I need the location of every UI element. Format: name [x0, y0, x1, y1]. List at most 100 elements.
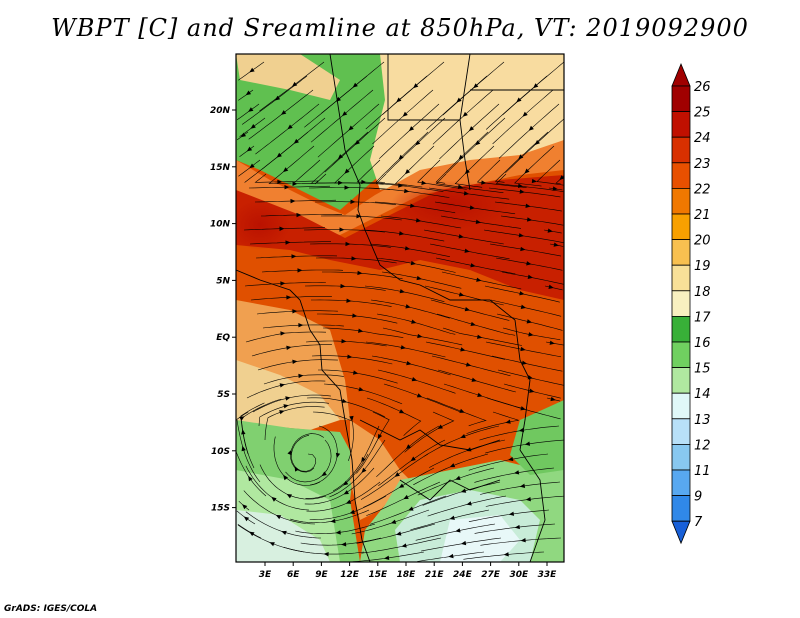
streamline-arrow: [533, 83, 539, 89]
streamline: [356, 411, 390, 474]
streamline-arrow: [286, 494, 293, 499]
streamline-arrow: [481, 180, 487, 185]
streamline-arrow: [248, 107, 254, 112]
wbpt-region-coast-tan: [236, 360, 340, 430]
colorbar-swatch: [671, 315, 691, 343]
streamline-arrow: [241, 429, 246, 435]
streamline-arrow: [410, 260, 416, 266]
streamline-arrow: [457, 184, 464, 189]
streamline-arrow: [398, 154, 404, 160]
streamline-arrow: [526, 261, 532, 266]
streamline: [273, 436, 321, 486]
lon-tick-label: 12E: [340, 570, 360, 580]
streamline: [238, 159, 261, 177]
streamline: [424, 425, 500, 457]
streamline-arrow: [399, 409, 405, 414]
streamline: [466, 411, 519, 434]
streamline-arrow: [460, 433, 466, 439]
colorbar-label: 20: [694, 234, 711, 249]
streamline-arrow: [476, 277, 482, 282]
streamline: [505, 118, 564, 174]
streamline-arrow: [291, 254, 297, 259]
streamline-arrow: [352, 313, 358, 318]
streamline-arrow: [243, 516, 250, 522]
streamline: [238, 89, 254, 101]
streamline-arrow: [354, 140, 360, 145]
streamline: [445, 117, 506, 174]
streamline: [441, 271, 522, 290]
colorbar-label: 16: [694, 336, 711, 351]
streamline-arrow: [416, 393, 423, 398]
streamline-arrow: [361, 467, 367, 473]
streamline-arrow: [276, 152, 282, 158]
streamline-arrow: [347, 354, 353, 359]
streamline-arrow: [245, 90, 252, 96]
streamline-arrow: [513, 470, 520, 475]
streamline-arrow: [399, 289, 405, 294]
streamline-arrow: [292, 181, 298, 187]
streamline-arrow: [394, 472, 400, 477]
streamline-arrow: [279, 383, 285, 388]
streamline-arrow: [413, 83, 419, 89]
streamline: [377, 369, 456, 394]
streamline: [429, 439, 506, 468]
colorbar-label: 7: [694, 515, 703, 530]
streamline-arrow: [269, 542, 275, 547]
streamline-arrow: [239, 416, 245, 421]
streamline-arrow: [297, 268, 303, 273]
streamline-arrow: [508, 511, 515, 516]
colorbar-label: 11: [694, 464, 711, 479]
colorbar-swatch: [671, 341, 691, 369]
streamline: [474, 523, 556, 534]
streamline-arrow: [285, 240, 291, 245]
streamline-arrow: [298, 323, 304, 328]
lon-tick-label: 18E: [397, 570, 417, 580]
streamline: [436, 313, 516, 336]
streamline-arrow: [410, 203, 416, 208]
streamline: [258, 401, 330, 427]
streamline: [485, 439, 564, 454]
streamline-arrow: [323, 552, 329, 557]
streamline: [255, 255, 338, 259]
streamline-arrow: [526, 319, 532, 324]
streamline-arrow: [249, 531, 255, 537]
streamline-arrow: [349, 509, 355, 514]
streamline: [241, 75, 308, 125]
streamline-arrow: [348, 125, 354, 131]
streamline-arrow: [549, 340, 555, 345]
streamline-arrow: [464, 248, 470, 253]
streamline-arrow: [519, 483, 526, 488]
streamline-arrow: [330, 518, 336, 524]
streamline-arrow: [384, 555, 390, 561]
streamline: [310, 89, 374, 143]
streamline-arrow: [448, 553, 454, 559]
streamline-arrow: [341, 338, 347, 344]
streamline-arrow: [344, 168, 350, 174]
streamline-arrow: [518, 154, 524, 160]
streamline-arrow: [338, 180, 344, 185]
streamline-arrow: [437, 424, 443, 429]
lat-tick-label: 5N: [216, 276, 230, 286]
streamline: [488, 187, 561, 198]
streamline: [381, 271, 462, 289]
streamline-arrow: [390, 519, 397, 524]
streamline-arrow: [552, 186, 558, 191]
streamline-arrow: [404, 246, 411, 251]
streamline-arrow: [246, 146, 253, 152]
streamline-arrow: [399, 231, 405, 236]
lon-tick-label: 27E: [481, 570, 501, 580]
streamline: [320, 215, 402, 221]
streamline: [303, 229, 385, 233]
streamline: [322, 327, 404, 338]
streamline-arrow: [241, 445, 246, 452]
streamline-arrow: [518, 427, 525, 433]
streamline-arrow: [274, 95, 281, 101]
streamline: [476, 159, 527, 188]
streamline-arrow: [294, 466, 299, 472]
streamline-arrow: [341, 398, 348, 403]
lon-tick-label: 21E: [425, 570, 445, 580]
streamline-arrow: [417, 333, 423, 339]
streamline: [485, 495, 564, 507]
chart-title: WBPT [C] and Sreamline at 850hPa, VT: 20…: [51, 14, 749, 42]
